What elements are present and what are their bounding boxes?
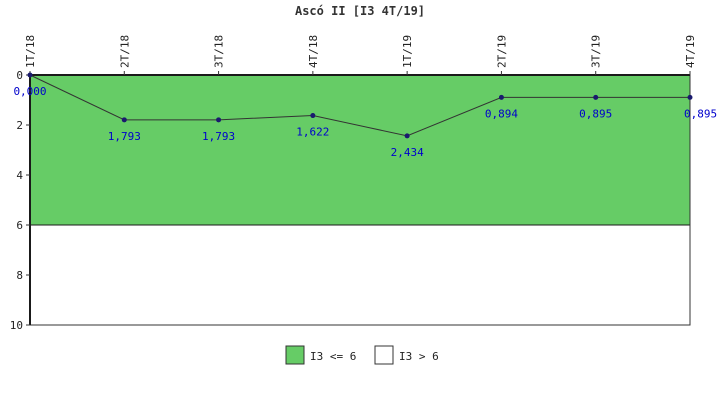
y-tick-label: 4 <box>16 169 23 182</box>
data-point <box>498 94 504 100</box>
chart-title: Ascó II [I3 4T/19] <box>295 4 425 18</box>
y-tick-label: 0 <box>16 69 23 82</box>
x-tick-label: 3T/18 <box>213 35 226 68</box>
x-tick-label: 1T/19 <box>401 35 414 68</box>
data-label: 0,000 <box>13 85 46 98</box>
data-point <box>121 117 127 123</box>
data-point <box>687 94 693 100</box>
y-tick-label: 8 <box>16 269 23 282</box>
y-tick-label: 10 <box>10 319 23 332</box>
data-point <box>27 72 33 78</box>
y-tick-label: 2 <box>16 119 23 132</box>
x-tick-label: 2T/19 <box>495 35 508 68</box>
legend-swatch <box>285 345 305 365</box>
band-1 <box>30 225 690 325</box>
bands-layer <box>30 75 690 325</box>
x-tick-label: 1T/18 <box>24 35 37 68</box>
data-label: 0,894 <box>485 107 518 120</box>
data-point <box>216 117 222 123</box>
data-label: 2,434 <box>391 146 424 159</box>
series-line <box>29 74 690 137</box>
x-tick-label: 2T/18 <box>118 35 131 68</box>
data-point <box>593 94 599 100</box>
data-label: 1,793 <box>202 130 235 143</box>
y-tick-label: 6 <box>16 219 23 232</box>
x-tick-label: 4T/18 <box>307 35 320 68</box>
legend-swatch <box>374 345 394 365</box>
data-point <box>404 133 410 139</box>
legend: I3 <= 6 I3 > 6 <box>285 345 439 365</box>
series-layer: 0,000 1,793 1,793 1,622 2,434 0,894 0,895 0,895 <box>13 72 717 159</box>
data-label: 1,622 <box>296 126 329 139</box>
x-tick-label: 4T/19 <box>684 35 697 68</box>
data-point <box>310 113 316 119</box>
axes-layer: 0 2 4 6 8 10 1T/18 2T/18 3T/18 4T/18 1T/19 2T/19 3T/… <box>10 35 697 332</box>
band-0 <box>30 75 690 225</box>
data-label: 1,793 <box>108 130 141 143</box>
data-label: 0,895 <box>684 107 717 120</box>
data-label: 0,895 <box>579 107 612 120</box>
legend-label: I3 > 6 <box>399 350 439 363</box>
legend-label: I3 <= 6 <box>310 350 356 363</box>
x-tick-label: 3T/19 <box>590 35 603 68</box>
